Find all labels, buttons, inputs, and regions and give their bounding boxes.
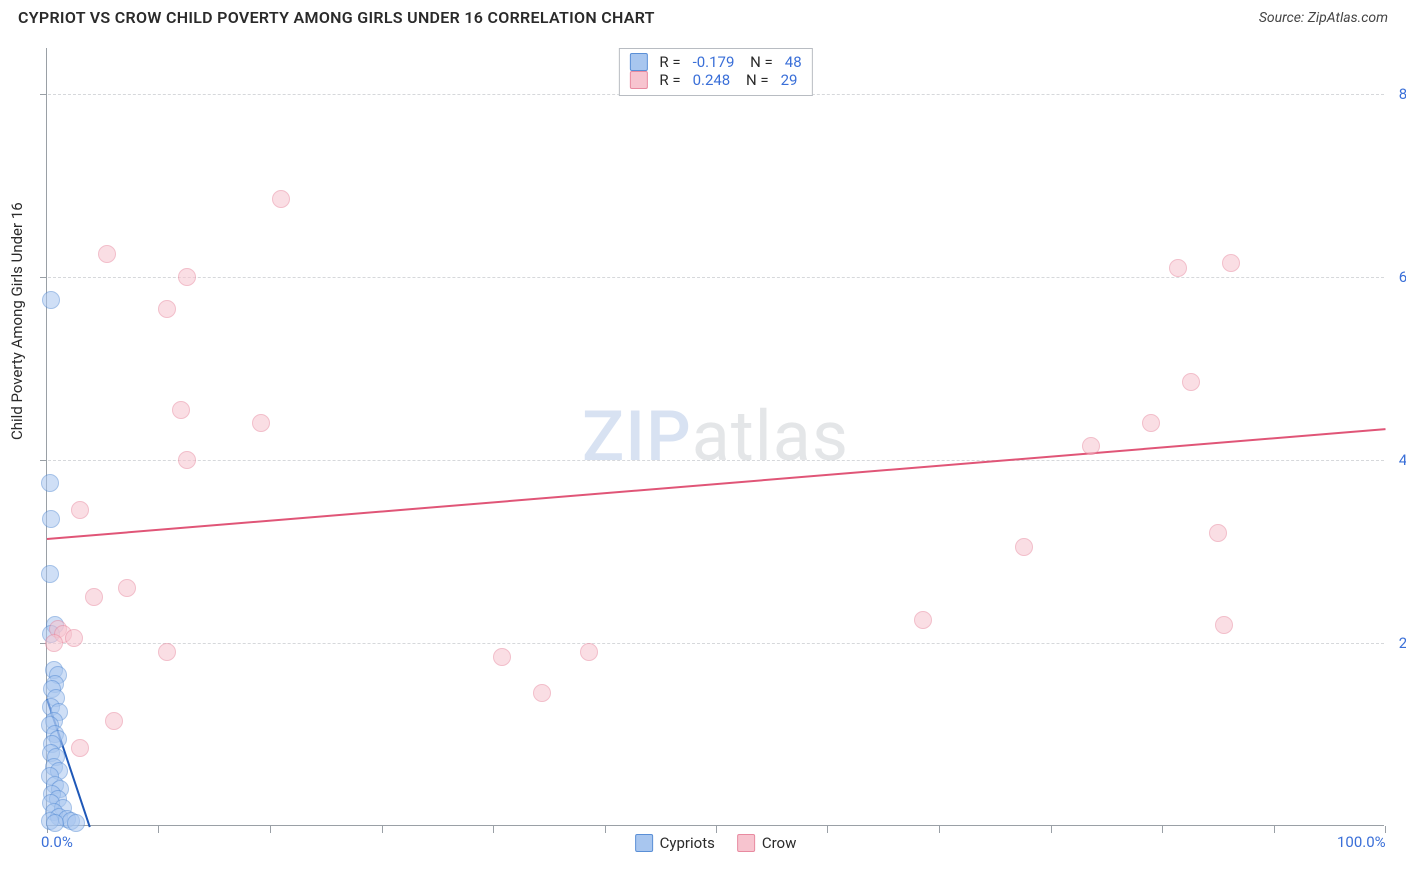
x-tick xyxy=(158,826,159,833)
legend-item: Crow xyxy=(737,834,797,852)
data-point-crow xyxy=(118,579,136,597)
x-tick-label: 100.0% xyxy=(1337,833,1386,851)
data-point-crow xyxy=(158,643,176,661)
data-point-crow xyxy=(172,401,190,419)
data-point-cypriots xyxy=(42,291,60,309)
watermark: ZIPatlas xyxy=(582,396,849,478)
data-point-cypriots xyxy=(67,814,85,832)
data-point-crow xyxy=(1209,524,1227,542)
x-tick xyxy=(716,826,717,833)
gridline xyxy=(48,460,1384,461)
y-tick-label: 60.0% xyxy=(1389,268,1406,286)
data-point-crow xyxy=(1222,254,1240,272)
data-point-crow xyxy=(1142,414,1160,432)
data-point-crow xyxy=(1169,259,1187,277)
legend-swatch xyxy=(629,71,647,89)
stat-n-value: 48 xyxy=(785,53,802,71)
legend-item: Cypriots xyxy=(635,834,715,852)
stat-r-value: 0.248 xyxy=(693,71,731,89)
legend-stats-row: R = -0.179 N = 48 xyxy=(629,53,801,71)
y-tick-label: 20.0% xyxy=(1389,634,1406,652)
data-point-crow xyxy=(1015,538,1033,556)
legend-swatch xyxy=(737,834,755,852)
data-point-crow xyxy=(105,712,123,730)
legend-swatch xyxy=(629,53,647,71)
chart-plot-area: 20.0%40.0%60.0%80.0%0.0%100.0%ZIPatlasR … xyxy=(46,48,1384,826)
data-point-crow xyxy=(1215,616,1233,634)
data-point-crow xyxy=(252,414,270,432)
trend-line-crow xyxy=(47,428,1385,540)
y-tick-label: 80.0% xyxy=(1389,85,1406,103)
data-point-crow xyxy=(493,648,511,666)
data-point-crow xyxy=(178,451,196,469)
stat-r-value: -0.179 xyxy=(693,53,735,71)
x-tick xyxy=(827,826,828,833)
bottom-legend: Cypriots Crow xyxy=(635,834,797,852)
stat-n-value: 29 xyxy=(781,71,798,89)
x-tick xyxy=(605,826,606,833)
legend-stats-row: R = 0.248 N = 29 xyxy=(629,71,801,89)
data-point-crow xyxy=(580,643,598,661)
gridline xyxy=(48,277,1384,278)
x-tick-label: 0.0% xyxy=(41,833,73,851)
y-tick-label: 40.0% xyxy=(1389,451,1406,469)
x-tick xyxy=(939,826,940,833)
data-point-crow xyxy=(272,190,290,208)
x-tick xyxy=(1162,826,1163,833)
data-point-crow xyxy=(85,588,103,606)
header: CYPRIOT VS CROW CHILD POVERTY AMONG GIRL… xyxy=(0,0,1406,37)
x-tick xyxy=(382,826,383,833)
x-tick xyxy=(270,826,271,833)
data-point-crow xyxy=(98,245,116,263)
x-tick xyxy=(493,826,494,833)
legend-label: Cypriots xyxy=(660,834,715,852)
stat-n-label: N = xyxy=(746,53,772,71)
stat-r-label: R = xyxy=(659,53,680,71)
stat-n-label: N = xyxy=(742,71,768,89)
data-point-cypriots xyxy=(41,565,59,583)
legend-stats: R = -0.179 N = 48 R = 0.248 N = 29 xyxy=(618,48,812,96)
stat-r-label: R = xyxy=(659,71,680,89)
data-point-crow xyxy=(71,501,89,519)
data-point-cypriots xyxy=(41,474,59,492)
y-axis-label: Child Poverty Among Girls Under 16 xyxy=(8,202,26,440)
source-attribution: Source: ZipAtlas.com xyxy=(1259,10,1388,26)
data-point-crow xyxy=(914,611,932,629)
chart-title: CYPRIOT VS CROW CHILD POVERTY AMONG GIRL… xyxy=(18,8,655,27)
data-point-crow xyxy=(158,300,176,318)
data-point-crow xyxy=(178,268,196,286)
data-point-crow xyxy=(533,684,551,702)
gridline xyxy=(48,643,1384,644)
legend-swatch xyxy=(635,834,653,852)
data-point-crow xyxy=(45,634,63,652)
data-point-crow xyxy=(1082,437,1100,455)
data-point-cypriots xyxy=(42,510,60,528)
legend-label: Crow xyxy=(762,834,797,852)
data-point-crow xyxy=(1182,373,1200,391)
x-tick xyxy=(1051,826,1052,833)
x-tick xyxy=(1274,826,1275,833)
data-point-crow xyxy=(65,629,83,647)
x-tick xyxy=(1385,826,1386,833)
data-point-cypriots xyxy=(46,814,64,832)
data-point-crow xyxy=(71,739,89,757)
